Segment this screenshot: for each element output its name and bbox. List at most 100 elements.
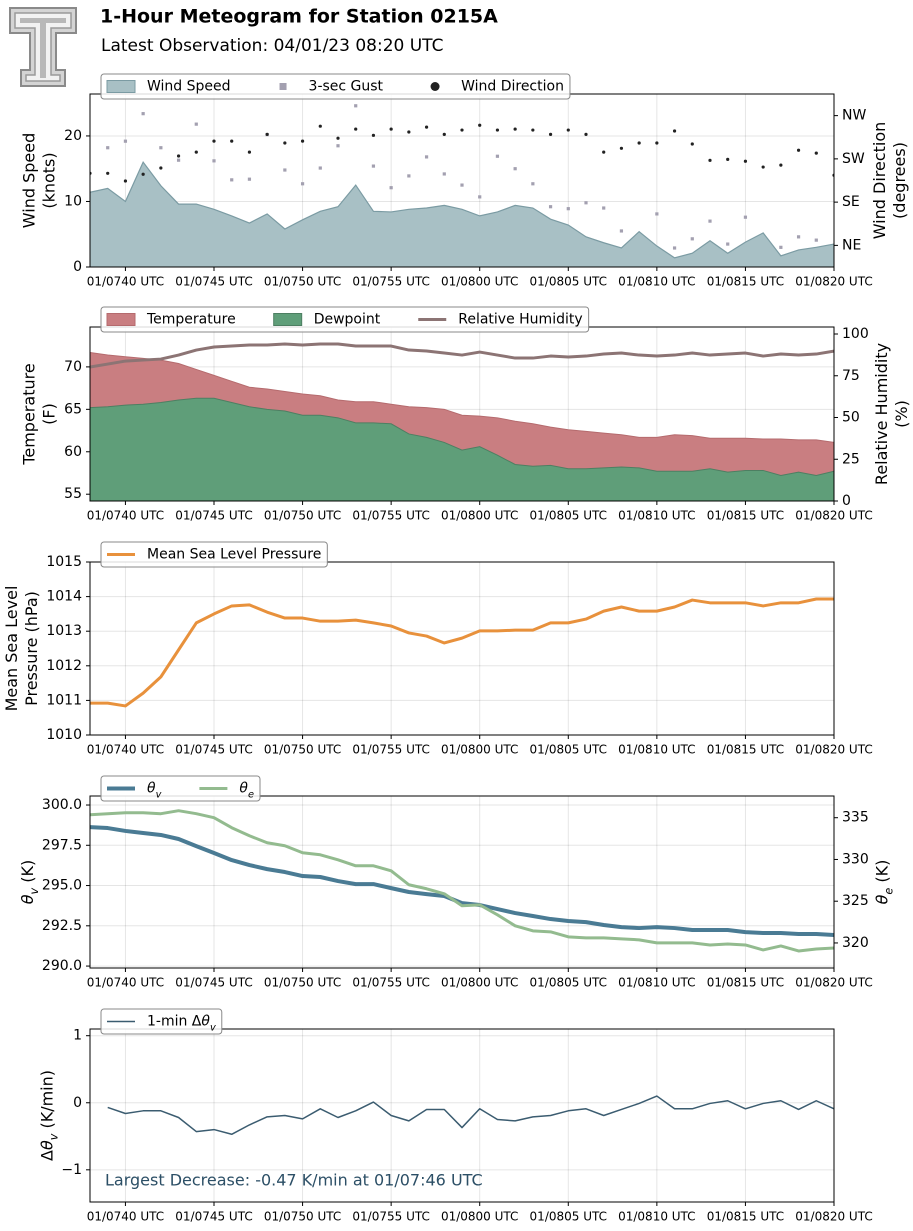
line bbox=[90, 597, 834, 708]
point bbox=[708, 219, 712, 223]
legend: Mean Sea Level Pressure bbox=[100, 541, 328, 568]
y-tick-label: 20 bbox=[64, 128, 82, 144]
point bbox=[176, 154, 181, 158]
x-tick-label: 01/0805 UTC bbox=[530, 1210, 607, 1224]
point bbox=[283, 168, 287, 172]
legend-label: θe bbox=[239, 781, 254, 801]
point bbox=[460, 183, 464, 187]
point bbox=[424, 155, 429, 159]
point bbox=[265, 132, 269, 136]
point bbox=[637, 141, 641, 145]
legend-label: Wind Direction bbox=[461, 79, 564, 95]
point bbox=[690, 142, 694, 146]
point bbox=[478, 123, 482, 127]
point bbox=[371, 133, 376, 137]
plot-area bbox=[107, 1095, 834, 1136]
y-tick-label: 1014 bbox=[46, 589, 82, 605]
x-tick-label: 01/0755 UTC bbox=[352, 1210, 429, 1224]
point bbox=[354, 104, 358, 108]
x-tick-label: 01/0820 UTC bbox=[795, 275, 872, 289]
logo bbox=[9, 7, 77, 87]
point bbox=[389, 186, 393, 190]
x-tick-label: 01/0810 UTC bbox=[618, 976, 695, 990]
x-tick-label: 01/0750 UTC bbox=[264, 743, 341, 757]
point bbox=[655, 141, 659, 145]
legend-label: θv bbox=[147, 781, 162, 801]
x-tick-label: 01/0755 UTC bbox=[352, 509, 429, 523]
y-tick-label: 1011 bbox=[46, 692, 82, 708]
y-tick-label: 70 bbox=[64, 359, 82, 375]
y-axis-label: Wind Speed bbox=[20, 133, 39, 228]
x-tick-label: 01/0805 UTC bbox=[530, 976, 607, 990]
point bbox=[300, 182, 305, 186]
x-tick-label: 01/0740 UTC bbox=[87, 275, 164, 289]
point bbox=[566, 128, 570, 132]
point bbox=[513, 127, 517, 131]
x-tick-label: 01/0810 UTC bbox=[618, 509, 695, 523]
point bbox=[779, 245, 783, 249]
y2-tick-label: 75 bbox=[842, 368, 860, 384]
point bbox=[460, 128, 464, 132]
point bbox=[141, 172, 145, 176]
y-axis-label: Pressure (hPa) bbox=[22, 591, 41, 706]
y2-tick-label: 330 bbox=[842, 851, 869, 867]
point bbox=[672, 246, 677, 250]
legend-swatch bbox=[430, 82, 440, 91]
point bbox=[531, 128, 535, 132]
point bbox=[814, 151, 818, 155]
point bbox=[779, 163, 783, 167]
frame bbox=[89, 561, 835, 736]
legend-label: Temperature bbox=[146, 312, 236, 328]
y-tick-label: 292.5 bbox=[42, 918, 82, 934]
x-tick-label: 01/0820 UTC bbox=[795, 509, 872, 523]
legend-label: Mean Sea Level Pressure bbox=[147, 547, 321, 563]
area bbox=[90, 398, 834, 501]
point bbox=[726, 242, 730, 246]
legend-swatch bbox=[279, 83, 287, 90]
x-tick-label: 01/0815 UTC bbox=[707, 743, 784, 757]
point bbox=[283, 141, 287, 145]
y-tick-label: 300.0 bbox=[42, 797, 82, 813]
y-tick-label: −1 bbox=[61, 1162, 82, 1178]
point bbox=[548, 205, 553, 209]
y2-tick-label: 50 bbox=[842, 410, 860, 426]
y2-axis-label: θe (K) bbox=[872, 860, 895, 905]
legend-box bbox=[100, 306, 590, 333]
point bbox=[584, 132, 588, 136]
legend-box bbox=[100, 73, 571, 100]
point bbox=[407, 130, 411, 134]
plot-area bbox=[90, 104, 834, 267]
plot-area bbox=[90, 809, 834, 953]
y-axis-label: (F) bbox=[40, 403, 59, 425]
x-tick-label: 01/0745 UTC bbox=[175, 509, 252, 523]
y-tick-label: 0 bbox=[73, 259, 82, 275]
point bbox=[318, 124, 322, 128]
legend: 1-min Δθv bbox=[100, 1008, 223, 1035]
legend-box bbox=[100, 541, 328, 568]
y-tick-label: 1 bbox=[73, 1028, 82, 1044]
point bbox=[513, 167, 517, 171]
x-tick-label: 01/0800 UTC bbox=[441, 275, 518, 289]
y-axis-label: Δθv (K/min) bbox=[37, 1070, 60, 1161]
y-tick-label: 10 bbox=[64, 193, 82, 209]
point bbox=[442, 172, 446, 176]
point bbox=[726, 157, 730, 161]
x-tick-label: 01/0805 UTC bbox=[530, 509, 607, 523]
y2-tick-label: 325 bbox=[842, 893, 869, 909]
x-tick-label: 01/0740 UTC bbox=[87, 1210, 164, 1224]
point bbox=[336, 144, 340, 148]
point bbox=[389, 127, 393, 131]
point bbox=[230, 139, 234, 143]
point bbox=[495, 154, 500, 158]
y-axis-label: θv (K) bbox=[17, 860, 40, 904]
y2-axis-label: (degrees) bbox=[890, 142, 909, 219]
x-tick-label: 01/0740 UTC bbox=[87, 509, 164, 523]
x-tick-label: 01/0750 UTC bbox=[264, 275, 341, 289]
area-edge bbox=[90, 351, 834, 443]
point bbox=[123, 139, 128, 143]
y-tick-label: 0 bbox=[73, 1095, 82, 1111]
y2-axis-label: (%) bbox=[892, 400, 911, 428]
annotation: Largest Decrease: -0.47 K/min at 01/07:4… bbox=[105, 1171, 483, 1190]
y-tick-label: 1013 bbox=[46, 623, 82, 639]
